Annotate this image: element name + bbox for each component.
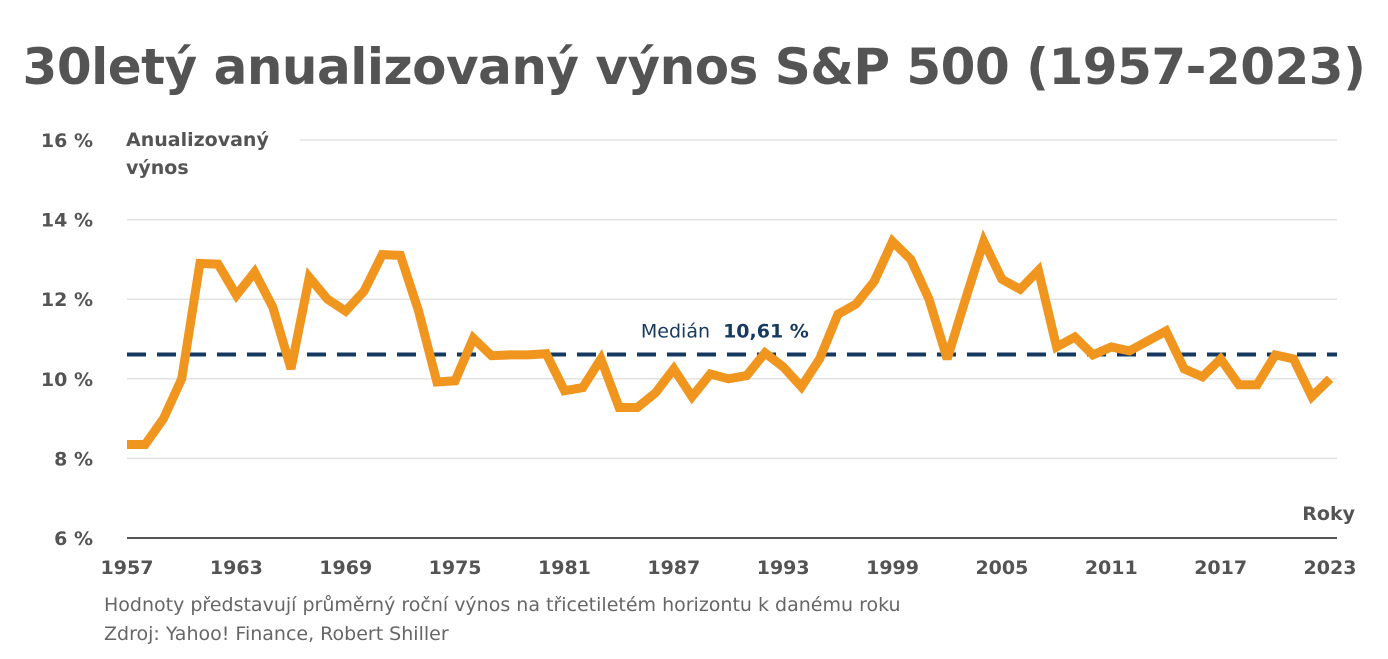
x-tick-label: 2011 <box>1085 557 1138 579</box>
y-axis-title-line1: Anualizovaný <box>126 129 269 151</box>
y-tick-label: 12 % <box>41 289 93 311</box>
y-tick-label: 10 % <box>41 369 93 391</box>
x-axis-title: Roky <box>1302 503 1355 525</box>
x-tick-label: 1987 <box>647 557 700 579</box>
y-tick-label: 16 % <box>41 130 93 152</box>
median-value: 10,61 % <box>723 321 809 343</box>
footnote: Hodnoty představují průměrný roční výnos… <box>104 594 901 616</box>
chart-title: 30letý anualizovaný výnos S&P 500 (1957-… <box>22 38 1366 96</box>
y-tick-label: 8 % <box>54 448 93 470</box>
x-tick-label: 1993 <box>757 557 810 579</box>
x-tick-label: 1969 <box>319 557 372 579</box>
x-axis: 1957 1963 1969 1975 1981 1987 1993 1999 2005 2011… <box>101 557 1357 579</box>
y-tick-label: 6 % <box>54 528 93 550</box>
x-tick-label: 1975 <box>429 557 482 579</box>
median-label-text: Medián <box>641 321 710 343</box>
median-label: Medián 10,61 % <box>641 321 809 343</box>
x-tick-label: 2023 <box>1304 557 1357 579</box>
x-tick-label: 1999 <box>866 557 919 579</box>
x-tick-label: 1981 <box>538 557 591 579</box>
x-tick-label: 2017 <box>1194 557 1247 579</box>
y-tick-label: 14 % <box>41 210 93 232</box>
x-tick-label: 1963 <box>210 557 263 579</box>
x-tick-label: 2005 <box>975 557 1028 579</box>
series-line <box>127 229 1334 449</box>
source-note: Zdroj: Yahoo! Finance, Robert Shiller <box>104 623 449 645</box>
x-tick-label: 1957 <box>101 557 154 579</box>
y-axis-title-line2: výnos <box>126 157 189 179</box>
y-axis: 6 % 8 % 10 % 12 % 14 % 16 % <box>41 130 93 550</box>
